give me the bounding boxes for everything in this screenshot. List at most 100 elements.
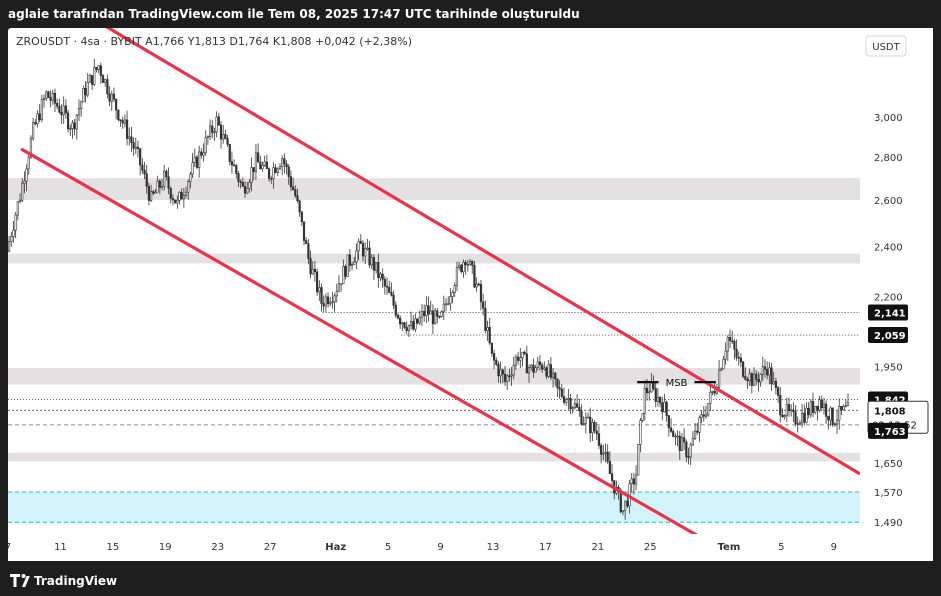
candle-body-97 [219,124,223,140]
candle-body-216 [479,283,483,303]
candle-body-292 [645,387,649,394]
candle-body-13 [36,113,39,125]
candle-body-336 [742,361,745,377]
x-tick-label: 7 [8,542,11,553]
candle-body-44 [104,79,107,83]
candle-body-38 [91,75,94,85]
candle-body-362 [798,422,802,425]
candle-body-82 [187,181,190,193]
candle-body-348 [768,367,771,376]
x-tick-label: 5 [778,542,784,553]
candle-body-172 [383,279,386,287]
candle-body-165 [368,247,371,266]
candle-body-24 [60,111,63,116]
candle-body-269 [595,430,598,435]
candle-body-8 [25,168,28,182]
candle-body-321 [709,392,712,404]
candle-body-203 [451,292,454,297]
x-tick-label: 11 [54,542,67,553]
candle-body-212 [471,260,474,266]
chart-panel[interactable]: MSB USDT 3,000 2,800 2,600 2,400 2,200 1,950 1,… [5,13,933,561]
footer-bar: TradingView [0,564,941,596]
candle-body-32 [77,108,81,116]
candle-body-181 [403,322,406,328]
candle-body-328 [724,350,727,360]
candle-body-335 [739,357,743,363]
candle-body-313 [691,438,694,446]
candle-body-358 [790,409,793,412]
candle-body-17 [45,91,48,99]
candle-body-174 [388,286,391,293]
candle-body-290 [641,413,644,421]
candle-body-207 [460,264,463,273]
candle-body-146 [326,296,330,305]
candle-body-322 [711,390,714,393]
candle-body-51 [119,119,122,121]
candle-body-161 [359,241,362,244]
candle-body-281 [621,510,625,513]
candle-body-199 [442,303,445,312]
candle-body-347 [766,369,769,376]
candle-body-374 [825,403,828,417]
candles-layer [7,58,850,520]
candle-body-256 [567,398,570,400]
candle-body-302 [667,415,670,429]
candle-body-276 [610,473,614,481]
candle-body-200 [444,303,448,306]
candle-body-155 [346,254,349,277]
price-level-label-1: 2,059 [874,331,906,342]
x-tick-label: 19 [159,542,172,553]
candle-body-142 [318,287,321,293]
candle-body-71 [163,170,166,187]
candle-body-187 [416,318,419,324]
candle-body-152 [340,283,343,286]
candle-body-310 [685,441,688,458]
candle-body-83 [189,173,192,182]
candle-body-291 [643,387,646,414]
candle-body-314 [693,430,697,439]
candle-body-295 [652,382,655,389]
candle-body-300 [663,401,666,413]
candle-body-259 [573,403,577,408]
candle-body-36 [86,81,89,96]
candle-body-325 [717,369,721,388]
candle-body-72 [165,170,168,178]
candle-body-306 [676,435,679,438]
channel-layer [20,13,861,548]
candle-body-64 [147,186,151,201]
candle-body-149 [333,295,336,303]
candle-body-365 [805,407,808,423]
candle-body-162 [361,243,365,257]
x-tick-label: Tem [718,542,741,553]
zone-support-3 [8,452,860,462]
candle-body-214 [475,283,478,288]
candle-body-221 [490,342,493,354]
candle-body-242 [536,361,539,369]
candle-body-233 [517,356,520,361]
candle-body-366 [807,407,810,416]
price-level-label-4: 1,763 [874,427,906,438]
candle-body-359 [792,409,795,413]
candle-body-268 [593,422,596,432]
candle-body-148 [331,301,334,304]
candle-body-177 [394,304,397,316]
candle-body-355 [783,415,786,417]
x-tick-label: 21 [591,542,604,553]
candle-body-104 [235,165,238,174]
current-price-label: 1,808 [874,406,906,417]
candle-body-54 [125,119,129,139]
candle-body-264 [584,417,587,424]
symbol-legend: ZROUSDT · 4sa · BYBIT A1,766 Y1,813 D1,7… [16,35,412,48]
candle-body-246 [545,367,548,377]
candle-body-218 [484,307,487,331]
candle-body-350 [772,381,775,385]
price-chart[interactable]: MSB USDT 3,000 2,800 2,600 2,400 2,200 1,950 1,… [5,13,933,561]
candle-body-184 [409,321,413,326]
candle-body-75 [171,198,175,201]
candle-body-299 [661,402,664,413]
candle-body-139 [311,268,314,275]
candle-body-113 [254,152,258,172]
candle-body-384 [846,401,850,406]
candle-body-145 [324,296,327,307]
candle-body-70 [160,186,164,188]
